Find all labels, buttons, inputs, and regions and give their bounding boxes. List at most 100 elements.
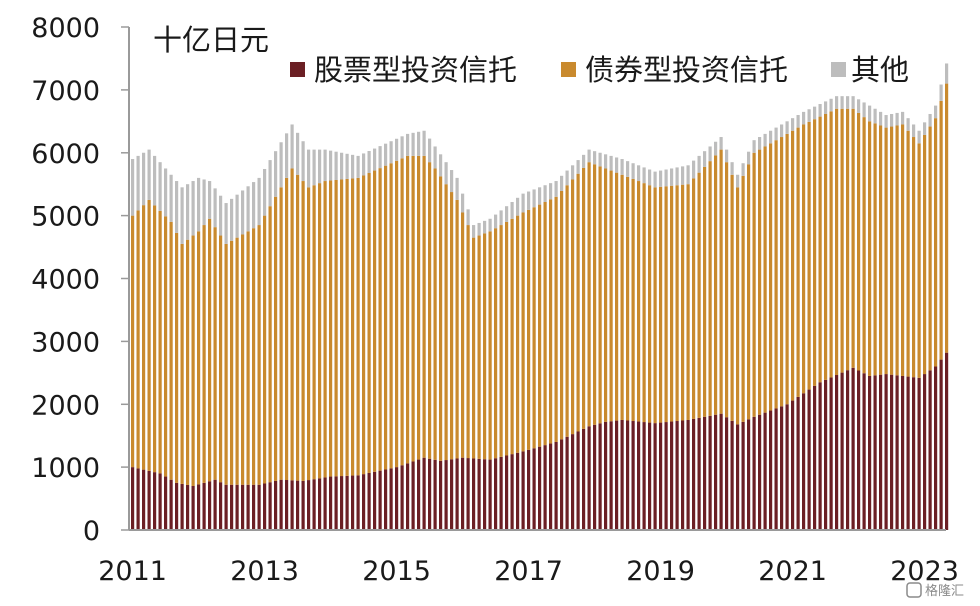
bar-segment-other: [719, 137, 723, 150]
bar-segment-other: [274, 151, 278, 197]
bar-segment-equity: [807, 389, 811, 530]
bar-segment-equity: [840, 372, 844, 530]
bar-segment-other: [224, 203, 228, 244]
y-tick-label: 5000: [31, 202, 100, 233]
bar-segment-bond: [516, 215, 520, 453]
bar-segment-other: [939, 84, 943, 101]
bar-segment-equity: [901, 375, 905, 530]
bar-segment-bond: [488, 231, 492, 460]
bar-segment-equity: [945, 352, 949, 530]
bar-segment-bond: [428, 162, 432, 459]
y-tick-label: 8000: [31, 13, 100, 44]
bar-segment-other: [582, 154, 586, 168]
bar-segment-bond: [257, 225, 261, 485]
bar-segment-other: [780, 124, 784, 138]
bar-segment-bond: [774, 140, 778, 409]
bar-segment-bond: [433, 168, 437, 460]
bar-segment-bond: [274, 196, 278, 481]
bar-segment-equity: [153, 472, 157, 530]
legend-swatch-bond: [561, 62, 576, 77]
bar-segment-bond: [422, 155, 426, 458]
bar-segment-equity: [323, 477, 327, 530]
bar-segment-bond: [307, 187, 311, 481]
y-axis-ticks: 0 1000 2000 3000 4000 5000 6000 7000 8000: [31, 13, 129, 547]
bar-segment-equity: [472, 458, 476, 530]
bar-segment-equity: [169, 479, 173, 530]
bar-segment-other: [499, 210, 503, 226]
bar-segment-equity: [312, 479, 316, 530]
bar-segment-bond: [791, 130, 795, 401]
bar-segment-bond: [708, 161, 712, 416]
y-tick-label: 0: [83, 516, 100, 547]
bar-segment-bond: [945, 83, 949, 353]
bar-segment-equity: [697, 417, 701, 530]
bar-segment-other: [136, 155, 140, 211]
bar-segment-other: [884, 115, 888, 128]
bar-segment-bond: [901, 124, 905, 376]
bar-segment-equity: [428, 458, 432, 530]
bar-segment-bond: [664, 186, 668, 423]
bar-segment-bond: [378, 168, 382, 471]
bar-segment-bond: [912, 137, 916, 378]
bar-segment-other: [637, 165, 641, 182]
bar-segment-equity: [499, 456, 503, 530]
bar-segment-other: [758, 137, 762, 150]
bar-segment-equity: [246, 484, 250, 530]
bar-segment-other: [131, 159, 135, 216]
bar-segment-equity: [813, 385, 817, 530]
bar-segment-bond: [923, 134, 927, 375]
bar-segment-bond: [169, 221, 173, 480]
bar-segment-bond: [576, 173, 580, 432]
bar-segment-other: [400, 136, 404, 159]
bar-segment-equity: [609, 421, 613, 530]
bar-segment-equity: [329, 476, 333, 530]
bar-segment-equity: [296, 480, 300, 530]
bar-segment-equity: [873, 375, 877, 530]
bar-segment-other: [769, 130, 773, 144]
bar-segment-equity: [219, 482, 223, 530]
bar-segment-bond: [824, 113, 828, 380]
bar-segment-equity: [417, 459, 421, 530]
bar-segment-equity: [560, 439, 564, 530]
bar-segment-equity: [455, 458, 459, 530]
bar-segment-bond: [890, 126, 894, 375]
bar-segment-other: [241, 190, 245, 235]
y-tick-label: 4000: [31, 265, 100, 296]
bar-segment-equity: [774, 408, 778, 530]
y-tick-label: 6000: [31, 139, 100, 170]
bar-segment-other: [642, 167, 646, 184]
bar-segment-other: [703, 151, 707, 167]
bar-segment-equity: [362, 474, 366, 530]
bar-segment-equity: [274, 480, 278, 530]
bar-segment-other: [417, 131, 421, 156]
bar-segment-other: [554, 181, 558, 197]
bar-segment-other: [906, 118, 910, 131]
bar-segment-other: [736, 174, 740, 188]
bar-segment-bond: [323, 181, 327, 478]
bar-segment-other: [840, 96, 844, 109]
bar-segment-equity: [268, 482, 272, 530]
bar-segment-equity: [538, 446, 542, 530]
bar-segment-other: [472, 225, 476, 238]
bar-segment-bond: [692, 178, 696, 419]
bar-segment-equity: [395, 467, 399, 531]
bar-segment-other: [928, 113, 932, 127]
bar-segment-other: [307, 149, 311, 188]
bar-segment-other: [158, 162, 162, 211]
bar-segment-bond: [224, 243, 228, 485]
bar-segment-equity: [681, 420, 685, 530]
bar-segment-bond: [417, 155, 421, 460]
bar-segment-equity: [884, 374, 888, 530]
bar-segment-equity: [450, 459, 454, 530]
bar-segment-equity: [692, 418, 696, 530]
bar-segment-other: [164, 168, 168, 217]
bar-segment-other: [648, 169, 652, 186]
bar-segment-equity: [505, 455, 509, 530]
bar-segment-bond: [268, 206, 272, 483]
bar-segment-bond: [241, 234, 245, 485]
bar-segment-bond: [604, 168, 608, 422]
bar-segment-other: [664, 169, 668, 187]
bar-segment-bond: [670, 185, 674, 422]
bar-segment-other: [626, 161, 630, 177]
bar-segment-equity: [400, 465, 404, 530]
